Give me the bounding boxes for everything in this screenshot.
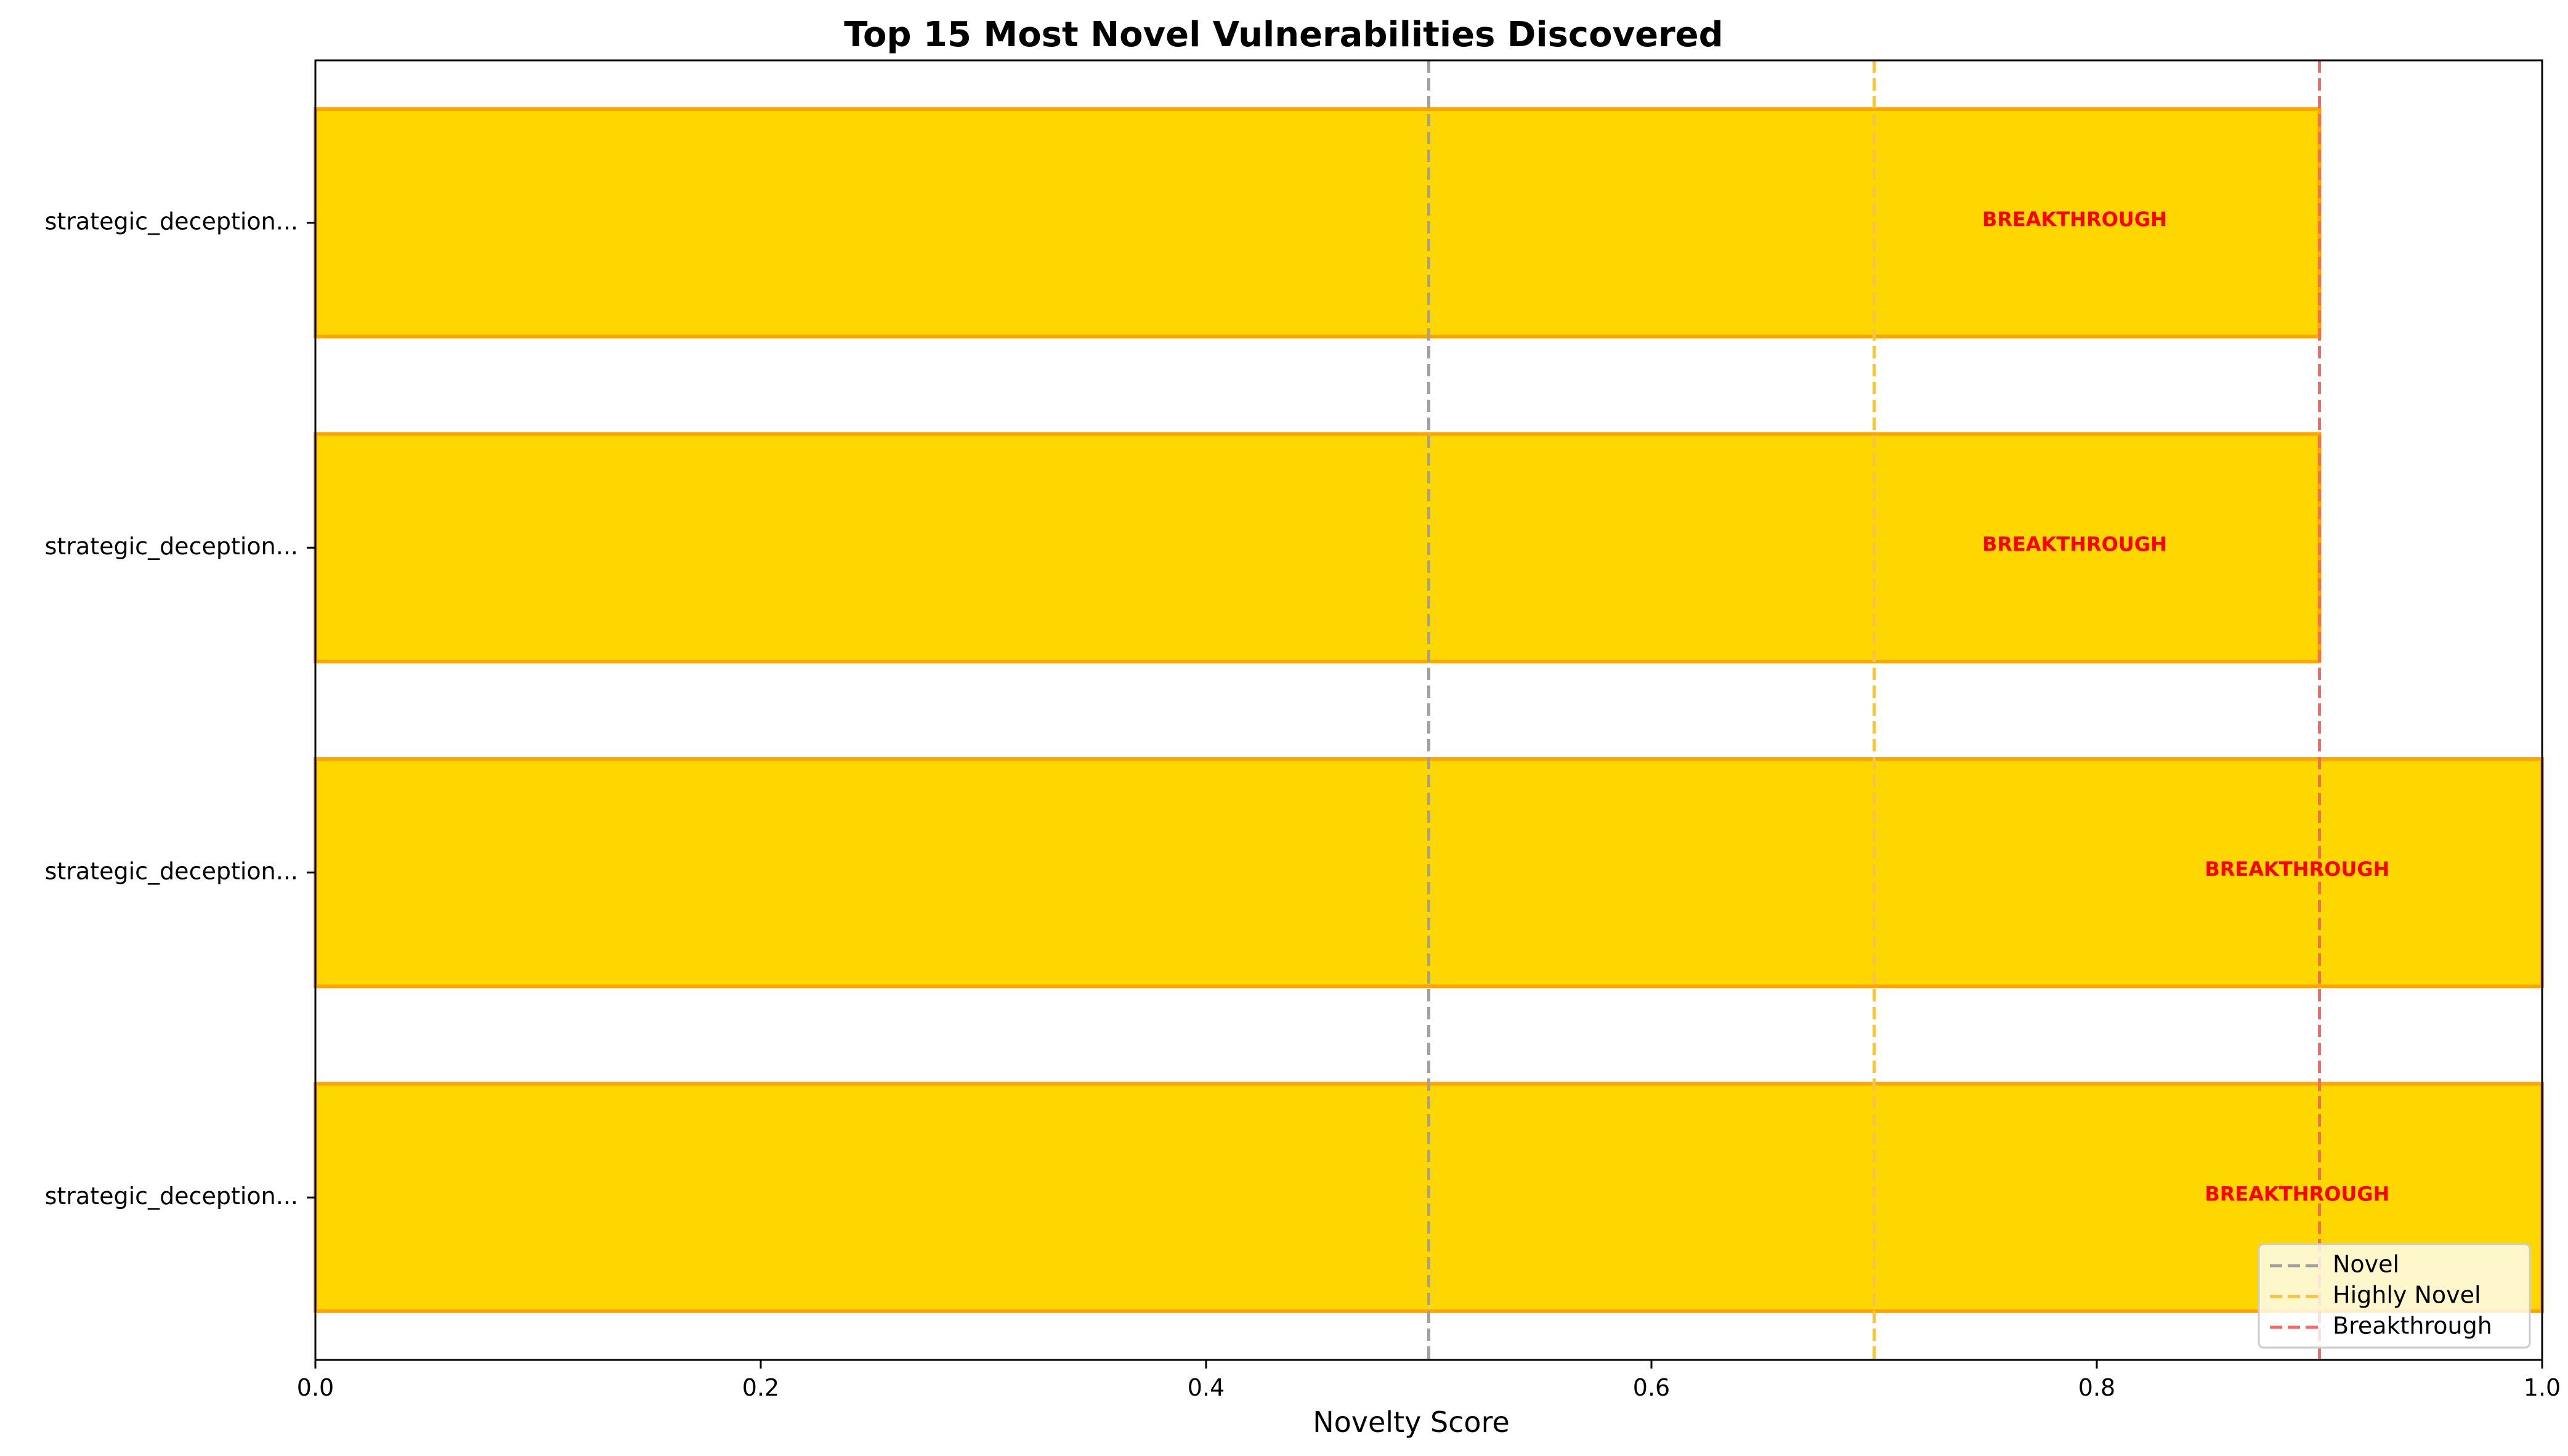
bar-annotation: BREAKTHROUGH xyxy=(1982,532,2167,556)
x-tick-label: 0.4 xyxy=(1188,1374,1225,1401)
x-tick-label: 1.0 xyxy=(2524,1374,2561,1401)
x-axis-label: Novelty Score xyxy=(1313,1405,1510,1439)
legend-entry: Novel xyxy=(2333,1251,2399,1278)
x-tick-label: 0.2 xyxy=(742,1374,779,1401)
legend: Novel Highly Novel Breakthrough xyxy=(2258,1243,2531,1349)
bar-annotation: BREAKTHROUGH xyxy=(1982,208,2167,231)
bar xyxy=(314,432,2322,663)
x-tick-label: 0.0 xyxy=(297,1374,334,1401)
y-tick-label: strategic_deception... xyxy=(45,208,298,235)
y-axis: strategic_deception... strategic_deceptio… xyxy=(45,208,315,1210)
x-axis: 0.0 0.2 0.4 0.6 0.8 1.0 xyxy=(297,1360,2561,1401)
legend-box xyxy=(2258,1243,2531,1349)
bar xyxy=(314,107,2322,339)
plot-frame xyxy=(314,59,2543,1361)
legend-entry: Breakthrough xyxy=(2333,1312,2492,1340)
threshold-lines xyxy=(1427,60,2321,1360)
y-tick-label: strategic_deception... xyxy=(45,533,298,560)
bar-annotation: BREAKTHROUGH xyxy=(2205,857,2389,881)
x-tick-label: 0.6 xyxy=(1633,1374,1670,1401)
bar-annotation: BREAKTHROUGH xyxy=(2205,1182,2389,1205)
y-tick-label: strategic_deception... xyxy=(45,857,298,884)
x-tick-label: 0.8 xyxy=(2078,1374,2115,1401)
chart-title: Top 15 Most Novel Vulnerabilities Discov… xyxy=(844,15,1723,55)
legend-entry: Highly Novel xyxy=(2333,1282,2481,1309)
bar-annotations: BREAKTHROUGH BREAKTHROUGH BREAKTHROUGH BREA… xyxy=(1982,208,2389,1206)
y-tick-label: strategic_deception... xyxy=(45,1183,298,1210)
